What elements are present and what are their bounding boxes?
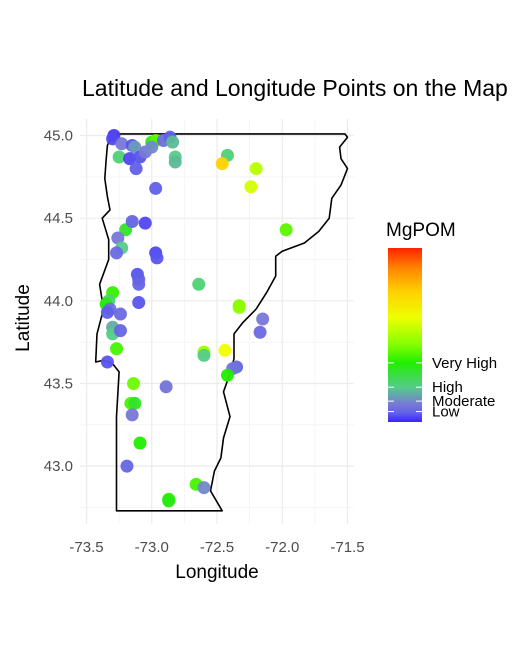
x-tick-label: -73.0 [135,539,169,556]
data-point [120,459,134,473]
legend-title: MgPOM [386,220,456,241]
data-point [123,152,137,166]
data-points [99,129,293,508]
vermont-boundary [94,133,349,512]
y-tick-label: 44.0 [44,293,73,310]
data-point [129,162,143,176]
data-point [256,312,270,326]
data-point [145,140,159,154]
data-point [128,140,142,154]
data-point [159,380,173,394]
data-point [132,295,146,309]
y-axis-title: Latitude [13,284,34,352]
plot-panel [80,119,354,524]
data-point [279,223,293,237]
x-tick-label: -72.5 [200,539,234,556]
legend-label: Moderate [432,393,495,410]
data-point [100,305,114,319]
data-point [110,342,124,356]
y-tick-label: 43.0 [44,458,73,475]
data-point [220,368,234,382]
data-point [132,277,146,291]
data-point [150,251,164,265]
data-point [244,180,258,194]
data-point [192,277,206,291]
x-axis-title: Longitude [175,562,258,583]
x-axis-ticks: -73.5 -73.0 -72.5 -72.0 -71.5 [69,539,364,556]
data-point [162,494,176,508]
chart-title: Latitude and Longitude Points on the Map [82,75,508,101]
data-point [232,300,246,314]
x-tick-label: -72.0 [265,539,299,556]
legend-label: Low [432,404,460,421]
legend-label: High [432,379,463,396]
x-tick-label: -71.5 [330,539,364,556]
data-point [215,157,229,171]
data-point [115,137,129,151]
data-point [126,376,140,390]
y-tick-label: 45.0 [44,128,73,145]
data-point [197,481,211,495]
data-point [138,216,152,230]
data-point [128,396,142,410]
data-point [113,324,127,338]
grid-major [80,119,354,524]
y-tick-label: 43.5 [44,375,73,392]
data-point [111,231,125,245]
data-point [133,436,147,450]
data-point [197,348,211,362]
y-tick-label: 44.5 [44,210,73,227]
legend-label: Very High [432,355,497,372]
data-point [218,343,232,357]
data-point [253,325,267,339]
y-axis-ticks: 43.0 43.5 44.0 44.5 45.0 [44,128,73,476]
data-point [125,408,139,422]
legend-colorbar [388,248,422,422]
data-point [125,214,139,228]
data-point [249,162,263,176]
x-tick-label: -73.5 [69,539,103,556]
data-point [100,355,114,369]
data-point [113,307,127,321]
data-point [112,150,126,164]
data-point [110,246,124,260]
data-point [149,181,163,195]
data-point [166,135,180,149]
data-point [168,155,182,169]
